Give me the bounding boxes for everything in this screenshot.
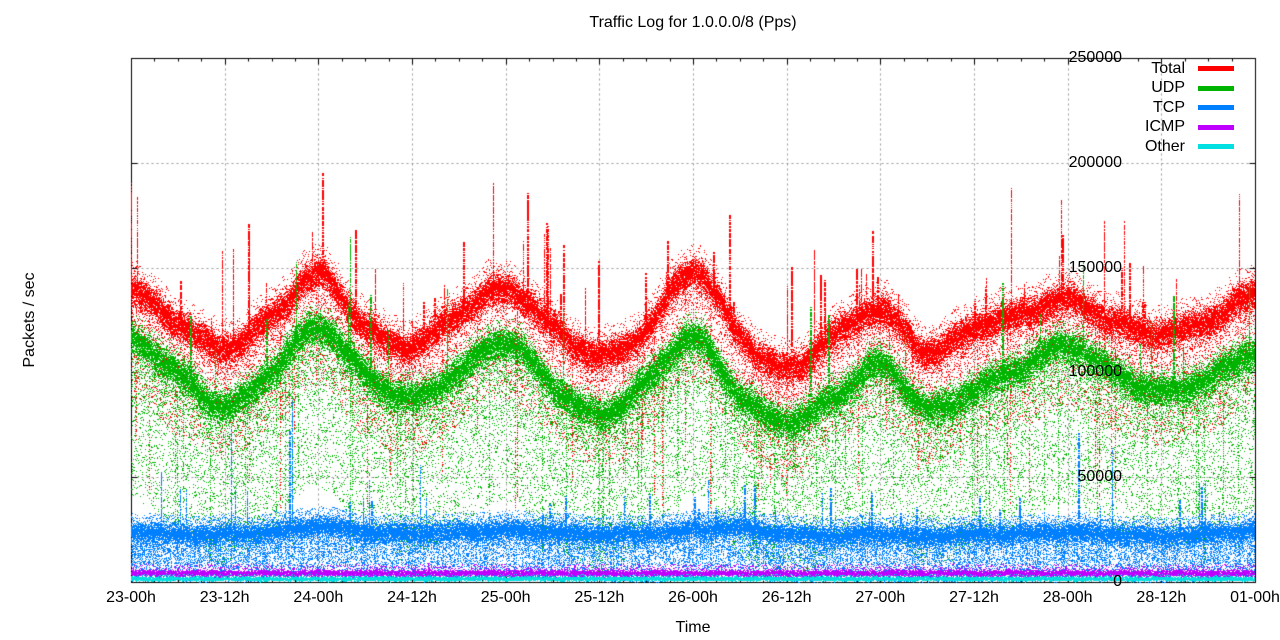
x-tick-label: 23-00h (106, 589, 156, 606)
y-tick-label: 100000 (1068, 363, 1122, 381)
legend: Total UDP TCP ICMP Other (1145, 59, 1234, 157)
x-axis-label: Time (675, 619, 711, 636)
legend-swatch-udp (1198, 85, 1234, 91)
legend-swatch-icmp (1198, 124, 1234, 130)
x-tick-label: 26-12h (761, 589, 812, 606)
y-tick-label: 200000 (1068, 153, 1122, 171)
legend-label: ICMP (1145, 118, 1185, 136)
legend-label: Total (1151, 59, 1185, 77)
legend-item-icmp: ICMP (1145, 118, 1234, 138)
legend-item-udp: UDP (1145, 79, 1234, 99)
legend-label: Other (1144, 137, 1185, 155)
y-tick-label: 0 (1113, 573, 1122, 590)
x-tick-label: 28-12h (1136, 589, 1187, 606)
legend-item-total: Total (1145, 59, 1234, 79)
x-tick-label: 23-12h (199, 589, 250, 606)
y-tick-label: 50000 (1077, 468, 1123, 486)
x-tick-label: 27-12h (949, 589, 999, 606)
legend-item-tcp: TCP (1145, 98, 1234, 118)
x-tick-label: 24-12h (387, 589, 437, 606)
chart-title: Traffic Log for 1.0.0.0/8 (Pps) (589, 14, 797, 31)
legend-label: TCP (1153, 98, 1185, 116)
y-tick-label: 250000 (1068, 49, 1122, 66)
y-axis-label: Packets / sec (21, 272, 38, 368)
x-tick-label: 28-00h (1042, 589, 1093, 606)
legend-item-other: Other (1145, 137, 1234, 157)
legend-label: UDP (1151, 79, 1185, 97)
x-tick-label: 24-00h (293, 589, 344, 606)
legend-swatch-other (1198, 144, 1234, 150)
x-tick-label: 01-00h (1230, 589, 1280, 606)
y-tick-label: 150000 (1068, 258, 1122, 276)
x-tick-label: 25-12h (574, 589, 625, 606)
x-tick-label: 27-00h (855, 589, 906, 606)
legend-swatch-tcp (1198, 105, 1234, 111)
x-tick-label: 26-00h (668, 589, 718, 606)
legend-swatch-total (1198, 66, 1234, 72)
x-tick-label: 25-00h (480, 589, 531, 606)
